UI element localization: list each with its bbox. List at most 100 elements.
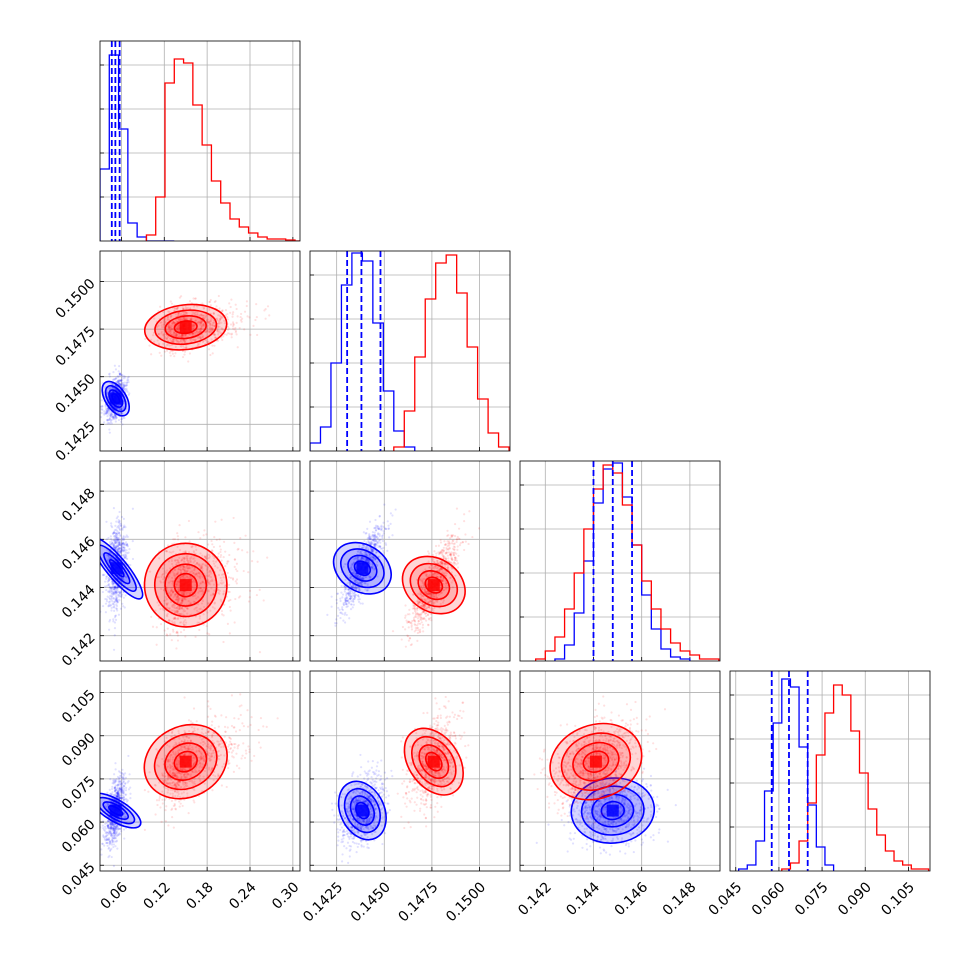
scatter-point: [222, 556, 225, 559]
scatter-point: [206, 611, 209, 614]
scatter-point: [339, 599, 342, 603]
scatter-point: [116, 548, 119, 551]
scatter-point: [122, 525, 126, 529]
scatter-point: [151, 625, 155, 628]
scatter-point: [212, 321, 216, 324]
scatter-point: [166, 602, 169, 605]
scatter-point: [109, 594, 112, 597]
scatter-point: [107, 600, 111, 604]
scatter-point: [222, 581, 225, 584]
scatter-point: [189, 567, 192, 570]
scatter-point: [112, 545, 116, 549]
scatter-point: [235, 582, 238, 585]
scatter-point: [165, 550, 168, 553]
x-tick-label: 0.075: [792, 879, 832, 919]
scatter-point: [219, 576, 222, 579]
scatter-point: [384, 527, 387, 530]
scatter-point: [225, 562, 229, 565]
scatter-point: [185, 555, 188, 558]
scatter-point: [199, 335, 202, 339]
scatter-point: [201, 334, 205, 338]
scatter-point: [108, 589, 111, 592]
scatter-point: [188, 593, 191, 596]
scatter-point: [117, 594, 120, 597]
scatter-point: [175, 328, 179, 331]
scatter-point: [386, 549, 389, 552]
scatter-point: [115, 377, 118, 380]
scatter-point: [245, 304, 248, 308]
scatter-point: [170, 593, 173, 596]
scatter-point: [118, 382, 121, 386]
scatter-point: [211, 321, 215, 325]
scatter-point: [204, 316, 207, 319]
scatter-point: [119, 533, 122, 537]
scatter-point: [236, 315, 239, 318]
scatter-point: [209, 580, 212, 583]
scatter-point: [119, 373, 122, 376]
scatter-point: [202, 314, 205, 317]
scatter-point: [115, 596, 119, 599]
scatter-point: [340, 591, 343, 594]
scatter-point: [177, 325, 180, 328]
scatter-point: [112, 539, 116, 542]
scatter-point: [216, 339, 220, 342]
scatter-point: [114, 541, 117, 544]
p1-hist-series: [100, 41, 300, 241]
scatter-point: [162, 323, 165, 326]
scatter-point: [180, 602, 183, 605]
scatter-point: [217, 588, 220, 591]
scatter-point: [115, 520, 118, 523]
scatter-point: [175, 631, 178, 635]
scatter-point: [116, 586, 119, 589]
scatter-point: [256, 560, 259, 563]
scatter-point: [202, 613, 205, 616]
scatter-point: [209, 324, 212, 327]
scatter-point: [382, 525, 385, 528]
scatter-point: [164, 321, 167, 325]
scatter-point: [205, 330, 208, 334]
scatter-point: [173, 594, 176, 598]
scatter-point: [117, 525, 120, 528]
scatter-point: [197, 571, 200, 574]
scatter-point: [115, 597, 118, 600]
scatter-point: [171, 339, 174, 343]
scatter-point: [116, 586, 119, 589]
scatter-point: [115, 541, 118, 544]
scatter-point: [378, 533, 381, 536]
scatter-point: [224, 585, 227, 588]
scatter-point: [219, 554, 223, 557]
scatter-point: [109, 600, 112, 603]
scatter-point: [210, 587, 213, 590]
scatter-point: [212, 592, 215, 595]
x-tick-label: 0.105: [878, 879, 918, 919]
scatter-point: [110, 581, 113, 584]
scatter-point: [207, 348, 211, 351]
scatter-point: [228, 553, 231, 557]
scatter-point: [201, 575, 204, 579]
scatter-point: [183, 558, 186, 561]
scatter-point: [200, 321, 203, 324]
scatter-point: [201, 563, 204, 566]
scatter-point: [103, 413, 106, 416]
scatter-point: [174, 593, 177, 596]
scatter-point: [108, 620, 111, 623]
scatter-point: [120, 418, 123, 421]
scatter-point: [169, 300, 172, 303]
scatter-point: [115, 380, 118, 384]
scatter-point: [123, 538, 126, 541]
scatter-point: [255, 593, 258, 597]
scatter-point: [437, 544, 440, 547]
scatter-point: [212, 583, 215, 586]
scatter-point: [177, 326, 180, 329]
scatter-point: [172, 603, 175, 607]
scatter-point: [205, 554, 209, 558]
scatter-point: [121, 528, 124, 531]
scatter-point: [220, 316, 223, 319]
scatter-point: [178, 524, 181, 527]
scatter-point: [182, 556, 185, 559]
scatter-point: [116, 588, 119, 591]
scatter-point: [202, 563, 205, 566]
scatter-point: [173, 331, 176, 334]
scatter-point: [226, 325, 230, 328]
scatter-point: [174, 332, 177, 336]
